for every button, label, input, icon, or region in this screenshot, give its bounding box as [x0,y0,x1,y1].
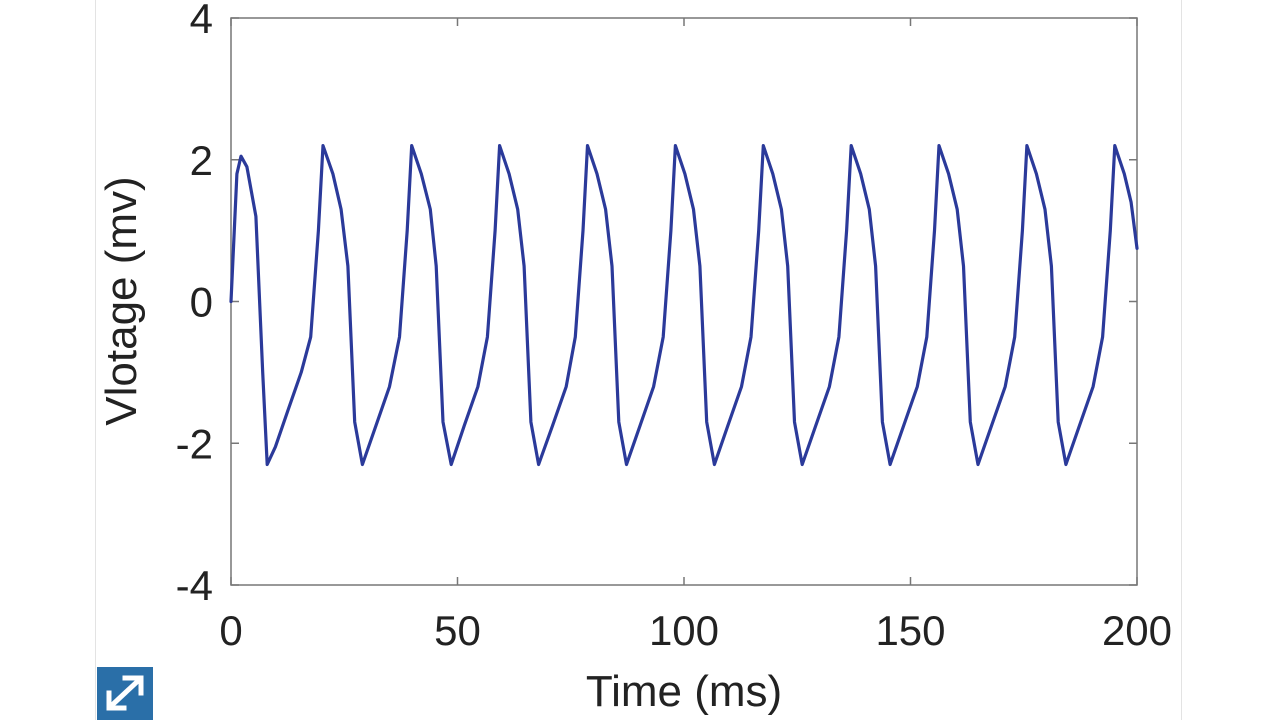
y-axis-ticks: 4 2 0 -2 -4 [176,0,1137,609]
y-tick-label: 2 [190,137,213,184]
y-tick-label: -4 [176,562,213,609]
x-tick-label: 100 [649,607,719,654]
y-tick-label: 0 [190,279,213,326]
series-line [229,144,1139,467]
expand-button[interactable] [97,667,153,720]
plot-area-background [230,17,1138,586]
x-tick-label: 150 [875,607,945,654]
y-tick-label: -2 [176,420,213,467]
series-layer [229,144,1139,467]
y-axis-title: Vlotage (mv) [97,176,146,425]
x-axis-title: Time (ms) [586,667,782,716]
x-tick-label: 50 [434,607,481,654]
y-tick-label: 4 [190,0,213,42]
voltage-time-chart: 4 2 0 -2 -4 0 50 100 150 200 Time (ms) Vlotage (… [97,0,1172,716]
figure-panel: 4 2 0 -2 -4 0 50 100 150 200 Time (ms) Vlotage (… [95,0,1182,720]
expand-arrows-icon [106,675,144,711]
x-tick-label: 0 [219,607,242,654]
x-tick-label: 200 [1102,607,1172,654]
x-axis-ticks: 0 50 100 150 200 [219,18,1172,654]
